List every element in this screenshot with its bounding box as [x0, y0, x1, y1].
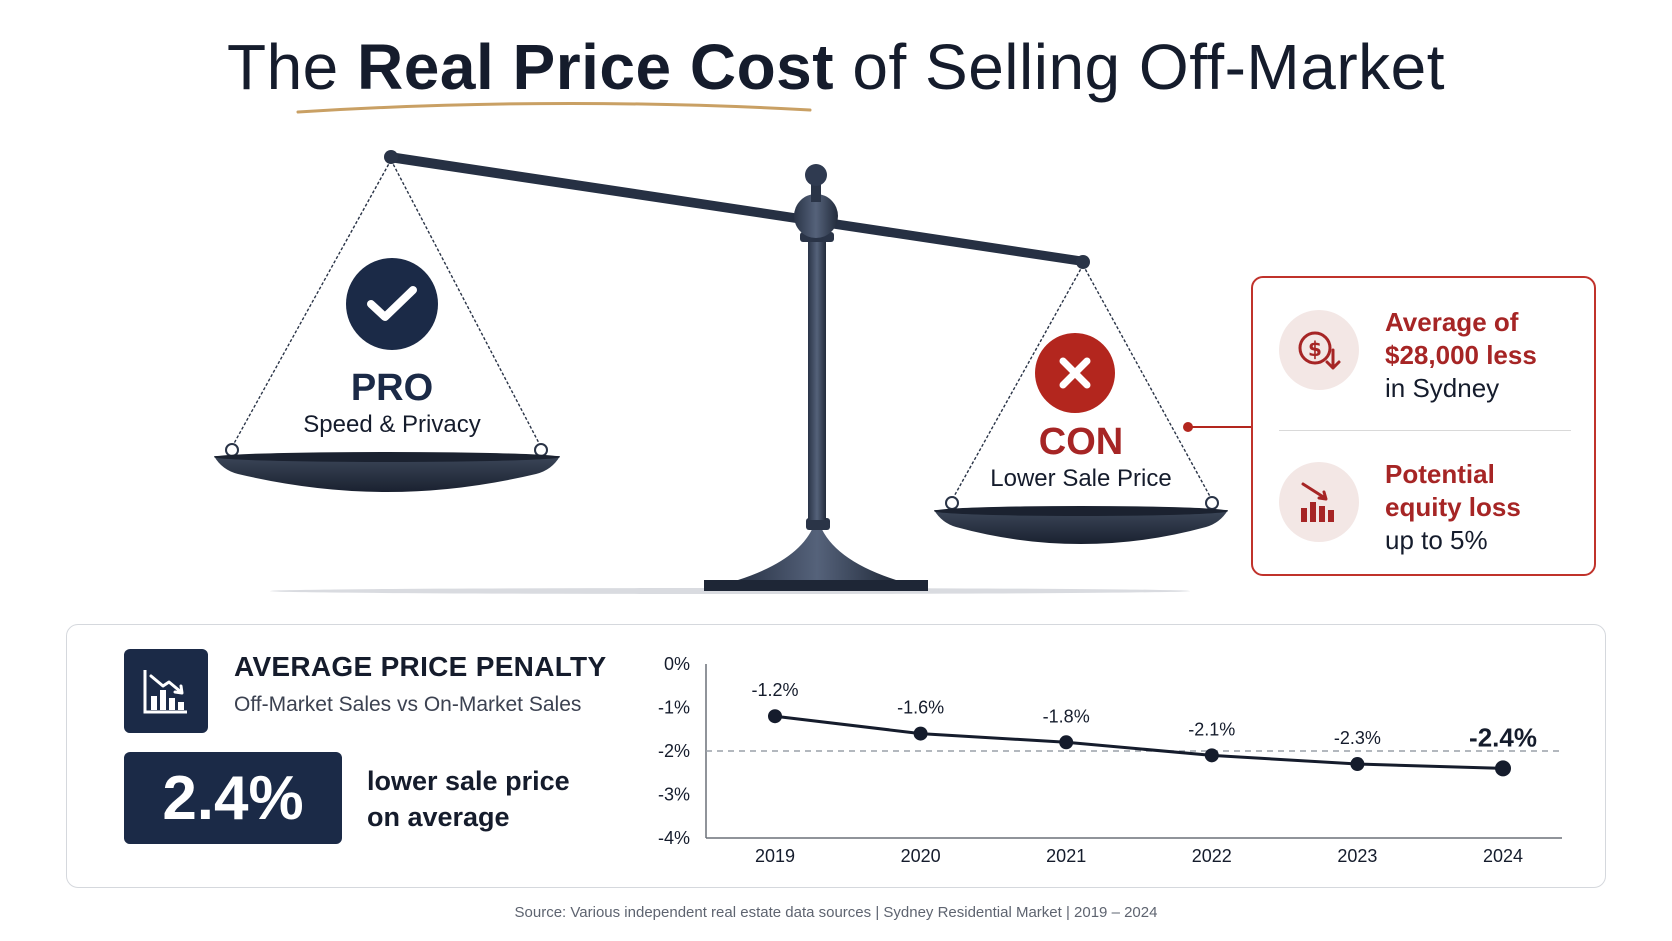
y-tick-label: -3%: [658, 785, 690, 805]
data-point: [768, 709, 782, 724]
bar-chart-down-icon: [1279, 462, 1359, 542]
title-underline: [296, 101, 812, 114]
data-point: [1350, 757, 1365, 772]
pro-label-group: PRO Speed & Privacy: [292, 254, 492, 440]
left-pan: [214, 456, 560, 492]
data-point: [1495, 760, 1511, 777]
data-point: [1204, 748, 1219, 763]
info-price-rest: in Sydney: [1385, 373, 1500, 403]
big-value: 2.4%: [124, 752, 342, 844]
info-equity-rest: up to 5%: [1385, 525, 1488, 555]
series-line: [774, 714, 1504, 770]
x-tick-label: 2019: [755, 846, 795, 866]
data-label: -2.1%: [1188, 719, 1235, 739]
x-tick-label: 2024: [1483, 846, 1523, 866]
x-tick-label: 2021: [1046, 846, 1086, 866]
left-pan-chains: [231, 159, 542, 448]
x-tick-label: 2023: [1337, 846, 1377, 866]
title-bold: Real Price Cost: [357, 31, 835, 103]
x-icon: [1035, 333, 1115, 413]
pro-sublabel: Speed & Privacy: [303, 411, 481, 438]
scale-beam: [389, 152, 1085, 266]
penalty-title: AVERAGE PRICE PENALTY: [234, 651, 607, 682]
big-value-caption: lower sale price on average: [367, 763, 607, 835]
y-tick-label: 0%: [664, 654, 690, 674]
con-label: CON: [1038, 421, 1124, 463]
data-point: [1059, 735, 1074, 750]
con-label-group: CON Lower Sale Price: [976, 328, 1186, 494]
page-title: The Real Price Cost of Selling Off-Marke…: [0, 30, 1672, 104]
scale-base: [704, 580, 928, 591]
scale-pivot: [794, 194, 838, 238]
pro-label: PRO: [350, 367, 434, 409]
svg-text:$: $: [1308, 337, 1322, 361]
data-label: -2.4%: [1469, 722, 1537, 752]
y-tick-label: -1%: [658, 698, 690, 718]
data-label: -1.2%: [751, 680, 798, 700]
right-pan: [934, 510, 1228, 544]
penalty-subtitle: Off-Market Sales vs On-Market Sales: [234, 693, 582, 716]
title-part2: of Selling Off-Market: [834, 31, 1446, 103]
data-label: -2.3%: [1334, 728, 1381, 748]
info-divider: [1279, 430, 1571, 431]
data-label: -1.8%: [1043, 706, 1090, 726]
data-label: -1.6%: [897, 698, 944, 718]
dollar-down-icon: $: [1279, 310, 1359, 390]
info-equity-strong: Potential equity loss: [1385, 459, 1521, 522]
con-sublabel: Lower Sale Price: [990, 465, 1172, 492]
data-point: [913, 726, 928, 741]
info-card: $ Average of $28,000 less in Sydney Pote…: [1251, 276, 1596, 576]
checkmark-icon: [346, 258, 438, 350]
source-note: Source: Various independent real estate …: [514, 904, 1158, 921]
y-tick-label: -4%: [658, 828, 690, 848]
x-tick-label: 2020: [901, 846, 941, 866]
info-item-equity: Potential equity loss up to 5%: [1279, 458, 1574, 557]
info-price-strong: Average of $28,000 less: [1385, 307, 1537, 370]
y-tick-label: -2%: [658, 741, 690, 761]
caption-line-2: on average: [367, 802, 510, 832]
chart-down-icon: [124, 649, 208, 733]
caption-line-1: lower sale price: [367, 766, 570, 796]
title-part1: The: [226, 31, 358, 103]
info-item-price: $ Average of $28,000 less in Sydney: [1279, 306, 1574, 405]
scale-pillar: [808, 235, 826, 520]
x-tick-label: 2022: [1192, 846, 1232, 866]
